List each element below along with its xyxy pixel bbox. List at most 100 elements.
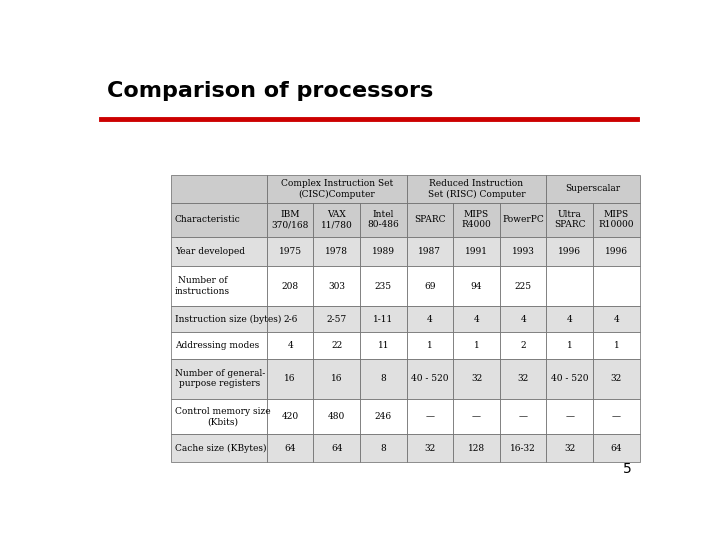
- Text: Addressing modes: Addressing modes: [175, 341, 259, 350]
- Text: 22: 22: [331, 341, 343, 350]
- Bar: [171, 399, 267, 434]
- Bar: [360, 399, 407, 434]
- Text: 4: 4: [474, 315, 480, 323]
- Text: Reduced Instruction
Set (RISC) Computer: Reduced Instruction Set (RISC) Computer: [428, 179, 526, 199]
- Bar: [546, 237, 593, 266]
- Text: 64: 64: [331, 443, 343, 453]
- Text: 8: 8: [380, 374, 386, 383]
- Bar: [593, 332, 639, 359]
- Text: 1991: 1991: [465, 247, 488, 256]
- Text: 32: 32: [471, 374, 482, 383]
- Text: 69: 69: [424, 281, 436, 291]
- Text: Ultra
SPARC: Ultra SPARC: [554, 210, 585, 230]
- Text: 2-6: 2-6: [283, 315, 297, 323]
- Bar: [267, 202, 313, 237]
- Text: 1996: 1996: [558, 247, 581, 256]
- Bar: [360, 434, 407, 462]
- Text: 208: 208: [282, 281, 299, 291]
- Text: 2: 2: [521, 341, 526, 350]
- Text: 4: 4: [613, 315, 619, 323]
- Text: 4: 4: [521, 315, 526, 323]
- Text: MIPS
R4000: MIPS R4000: [462, 210, 492, 230]
- Bar: [407, 266, 453, 306]
- Bar: [453, 399, 500, 434]
- Text: 1987: 1987: [418, 247, 441, 256]
- Bar: [171, 237, 267, 266]
- Text: 16-32: 16-32: [510, 443, 536, 453]
- Bar: [267, 266, 313, 306]
- Bar: [360, 306, 407, 332]
- Text: VAX
11/780: VAX 11/780: [321, 210, 353, 230]
- Text: Comparison of processors: Comparison of processors: [107, 82, 433, 102]
- Bar: [171, 266, 267, 306]
- Text: 32: 32: [518, 374, 528, 383]
- Bar: [593, 399, 639, 434]
- Text: SPARC: SPARC: [414, 215, 446, 224]
- Bar: [313, 202, 360, 237]
- Bar: [500, 399, 546, 434]
- Text: Complex Instruction Set
(CISC)Computer: Complex Instruction Set (CISC)Computer: [281, 179, 393, 199]
- Text: 32: 32: [564, 443, 575, 453]
- Bar: [267, 332, 313, 359]
- Text: 32: 32: [611, 374, 622, 383]
- Bar: [593, 434, 639, 462]
- Text: 420: 420: [282, 412, 299, 421]
- Bar: [267, 399, 313, 434]
- Text: 1-11: 1-11: [373, 315, 393, 323]
- Text: Number of general-
purpose registers: Number of general- purpose registers: [175, 369, 265, 388]
- Bar: [313, 359, 360, 399]
- Bar: [453, 332, 500, 359]
- Text: PowerPC: PowerPC: [503, 215, 544, 224]
- Bar: [453, 359, 500, 399]
- Bar: [267, 237, 313, 266]
- Text: 5: 5: [623, 462, 631, 476]
- Text: 1989: 1989: [372, 247, 395, 256]
- Text: 16: 16: [284, 374, 296, 383]
- Text: 235: 235: [375, 281, 392, 291]
- Text: 64: 64: [284, 443, 296, 453]
- Bar: [267, 434, 313, 462]
- Bar: [593, 202, 639, 237]
- Bar: [546, 359, 593, 399]
- Text: 2-57: 2-57: [327, 315, 347, 323]
- Bar: [313, 399, 360, 434]
- Bar: [360, 359, 407, 399]
- Bar: [171, 359, 267, 399]
- Text: Cache size (KBytes): Cache size (KBytes): [175, 443, 266, 453]
- Text: —: —: [426, 412, 434, 421]
- Text: Year developed: Year developed: [175, 247, 245, 256]
- Bar: [171, 434, 267, 462]
- Bar: [313, 332, 360, 359]
- Text: Intel
80-486: Intel 80-486: [367, 210, 399, 230]
- Text: —: —: [565, 412, 575, 421]
- Bar: [407, 359, 453, 399]
- Bar: [171, 202, 267, 237]
- Bar: [500, 332, 546, 359]
- Bar: [546, 202, 593, 237]
- Bar: [593, 237, 639, 266]
- Bar: [171, 332, 267, 359]
- Bar: [593, 266, 639, 306]
- Text: 225: 225: [515, 281, 531, 291]
- Bar: [500, 237, 546, 266]
- Bar: [453, 237, 500, 266]
- Text: Superscalar: Superscalar: [565, 184, 621, 193]
- Bar: [500, 359, 546, 399]
- Text: 11: 11: [377, 341, 389, 350]
- Text: 32: 32: [424, 443, 436, 453]
- Bar: [500, 266, 546, 306]
- Text: 40 - 520: 40 - 520: [551, 374, 588, 383]
- Bar: [453, 306, 500, 332]
- Bar: [500, 306, 546, 332]
- Bar: [453, 266, 500, 306]
- Text: 246: 246: [375, 412, 392, 421]
- Bar: [546, 332, 593, 359]
- Bar: [171, 306, 267, 332]
- Bar: [171, 175, 267, 202]
- Text: 40 - 520: 40 - 520: [411, 374, 449, 383]
- Text: 1: 1: [474, 341, 480, 350]
- Text: 4: 4: [567, 315, 572, 323]
- Text: Number of
instructions: Number of instructions: [175, 276, 230, 296]
- Text: Control memory size
(Kbits): Control memory size (Kbits): [175, 407, 271, 426]
- Bar: [360, 266, 407, 306]
